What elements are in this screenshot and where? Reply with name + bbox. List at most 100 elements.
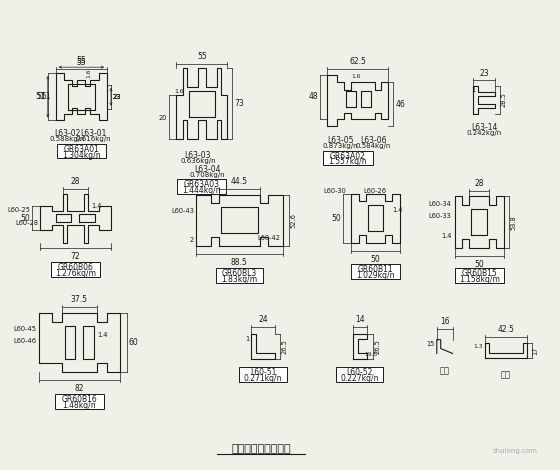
Text: 44.5: 44.5 (231, 177, 248, 186)
Text: 51: 51 (35, 92, 45, 101)
Text: 1.158kg/m: 1.158kg/m (459, 275, 500, 284)
Text: 16: 16 (440, 317, 450, 326)
Bar (216, 268, 263, 283)
Text: 20: 20 (158, 115, 167, 120)
Text: 50: 50 (332, 214, 341, 223)
Text: L60-51: L60-51 (250, 368, 276, 377)
Text: 28.5: 28.5 (501, 92, 507, 107)
Text: L60-33: L60-33 (429, 213, 451, 219)
Text: 1.304kg/n: 1.304kg/n (62, 150, 101, 159)
Text: 23: 23 (113, 94, 122, 100)
Text: 23: 23 (113, 94, 122, 100)
Text: 1.444kg/n: 1.444kg/n (183, 186, 221, 195)
Text: 55: 55 (197, 52, 207, 61)
Text: 1.3: 1.3 (474, 344, 483, 349)
Text: 1: 1 (245, 336, 249, 342)
Text: 26.5: 26.5 (282, 339, 288, 354)
Text: L60-52: L60-52 (347, 368, 373, 377)
Bar (455, 268, 504, 283)
Bar (336, 367, 384, 382)
Text: 50: 50 (371, 255, 380, 264)
Text: 52.6: 52.6 (291, 213, 297, 227)
Text: L60-28: L60-28 (15, 220, 38, 226)
Text: 48: 48 (309, 92, 318, 101)
Text: 1.6: 1.6 (175, 89, 184, 94)
Text: GR60BL3: GR60BL3 (222, 269, 257, 278)
Text: zhulong.com: zhulong.com (493, 448, 538, 454)
Text: GR63A02: GR63A02 (330, 151, 366, 161)
Text: 51: 51 (36, 92, 46, 101)
Text: 60: 60 (129, 338, 138, 347)
Text: 0.242kg/n: 0.242kg/n (466, 130, 502, 136)
Text: L63-14: L63-14 (471, 124, 497, 133)
Text: 28: 28 (474, 179, 484, 188)
Text: 55: 55 (77, 56, 86, 65)
Text: 88.5: 88.5 (231, 258, 248, 266)
Text: 0.584kg/n: 0.584kg/n (356, 143, 391, 149)
Text: 24: 24 (258, 315, 268, 324)
Text: 1.4: 1.4 (97, 332, 108, 338)
Text: 1.029kg/n: 1.029kg/n (356, 271, 395, 280)
Bar (239, 367, 287, 382)
Text: 1.6: 1.6 (87, 69, 92, 78)
Text: 1.48kg/n: 1.48kg/n (63, 401, 96, 410)
Text: 51: 51 (41, 92, 51, 101)
Text: 73: 73 (235, 99, 244, 108)
Text: L60-25: L60-25 (7, 207, 30, 213)
Text: GR60B16: GR60B16 (62, 395, 97, 404)
Bar (323, 150, 372, 165)
Text: L60-46: L60-46 (13, 337, 36, 344)
Text: 82: 82 (74, 384, 84, 393)
Text: 1.4: 1.4 (91, 204, 102, 209)
Text: 0.588kg/n: 0.588kg/n (50, 136, 85, 142)
Text: 19.5: 19.5 (365, 352, 378, 357)
Text: L63-05: L63-05 (327, 136, 353, 145)
Text: 0.227kg/n: 0.227kg/n (340, 374, 379, 383)
Text: 17: 17 (533, 346, 539, 355)
Text: 2: 2 (190, 237, 194, 243)
Text: 37.5: 37.5 (71, 295, 88, 304)
Text: 1.276kg/m: 1.276kg/m (55, 269, 96, 278)
Text: 50: 50 (20, 214, 30, 223)
Text: L63-04: L63-04 (194, 165, 221, 174)
Text: 23: 23 (479, 69, 489, 78)
Text: 28: 28 (71, 177, 80, 186)
Text: L60-34: L60-34 (429, 202, 451, 207)
Text: 1.6: 1.6 (351, 74, 361, 79)
Text: L63-03: L63-03 (185, 151, 211, 160)
Text: GR60B11: GR60B11 (358, 265, 393, 274)
Text: 42.5: 42.5 (497, 325, 514, 334)
Text: 72: 72 (71, 252, 80, 261)
Text: 62.5: 62.5 (349, 57, 366, 66)
Text: L63-02: L63-02 (54, 129, 81, 138)
Bar (177, 179, 226, 194)
Text: 0.271kg/n: 0.271kg/n (244, 374, 282, 383)
Bar (57, 144, 106, 158)
Text: 55: 55 (77, 58, 86, 67)
Bar (55, 394, 104, 409)
Text: 1.4: 1.4 (393, 207, 403, 213)
Text: 0.873kg/n: 0.873kg/n (322, 143, 358, 149)
Text: 50: 50 (474, 260, 484, 269)
Text: L60-26: L60-26 (363, 188, 387, 194)
Text: 0.708kg/n: 0.708kg/n (190, 172, 226, 178)
Text: GR60B15: GR60B15 (461, 269, 497, 278)
Text: L63-01: L63-01 (80, 129, 106, 138)
Text: 0.616kg/n: 0.616kg/n (76, 136, 111, 142)
Text: 底座: 底座 (501, 370, 511, 379)
Text: 1: 1 (471, 87, 475, 93)
Text: L60-45: L60-45 (13, 326, 36, 332)
Text: 46: 46 (395, 100, 405, 109)
Text: GR63A01: GR63A01 (63, 145, 99, 154)
Text: 压线: 压线 (440, 366, 450, 376)
Text: 外平开窗型材断面图: 外平开窗型材断面图 (231, 444, 291, 454)
Text: 1.557kg/n: 1.557kg/n (329, 157, 367, 166)
Bar (51, 262, 100, 277)
Text: 0.636kg/n: 0.636kg/n (180, 158, 216, 164)
Text: 1.83kg/m: 1.83kg/m (221, 275, 258, 284)
Text: L60-42: L60-42 (257, 235, 280, 241)
Text: 53.8: 53.8 (511, 215, 517, 229)
Text: 1.4: 1.4 (441, 233, 451, 239)
Text: L60-30: L60-30 (323, 188, 346, 194)
Text: L63-06: L63-06 (360, 136, 387, 145)
